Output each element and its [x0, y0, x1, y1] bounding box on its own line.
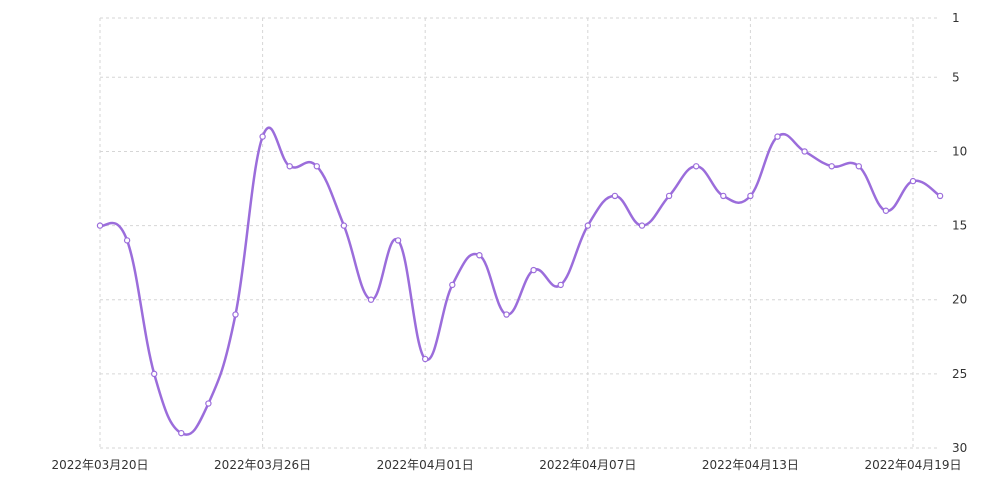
data-point[interactable] [801, 148, 808, 155]
data-point[interactable] [638, 222, 646, 229]
data-point[interactable] [150, 370, 158, 378]
data-point[interactable] [720, 192, 727, 200]
series-line [98, 126, 942, 436]
data-point[interactable] [232, 311, 239, 318]
y-tick-label: 5 [952, 70, 960, 84]
data-point[interactable] [747, 192, 754, 200]
grid [99, 17, 940, 449]
data-point[interactable] [449, 281, 456, 289]
x-tick-label: 2022年04月01日 [377, 458, 474, 472]
data-point[interactable] [584, 222, 592, 229]
data-point[interactable] [394, 237, 402, 244]
y-tick-label: 10 [952, 144, 967, 158]
data-point[interactable] [855, 163, 863, 170]
data-point[interactable] [611, 192, 619, 200]
data-point[interactable] [828, 163, 835, 170]
x-tick-label: 2022年03月26日 [214, 458, 311, 472]
x-axis: 2022年03月20日 2022年03月26日 2022年04月01日 2022年04… [51, 458, 961, 472]
data-point[interactable] [665, 192, 673, 200]
data-point[interactable] [530, 266, 537, 274]
y-tick-label: 15 [952, 219, 967, 233]
data-point[interactable] [557, 281, 564, 289]
y-tick-label: 25 [952, 367, 967, 381]
data-point[interactable] [693, 163, 700, 170]
data-point[interactable] [123, 237, 131, 244]
x-tick-label: 2022年04月07日 [539, 458, 636, 472]
data-point[interactable] [909, 177, 917, 185]
data-point[interactable] [178, 429, 185, 437]
data-point[interactable] [205, 400, 212, 407]
x-tick-label: 2022年03月20日 [51, 458, 148, 472]
data-point[interactable] [503, 311, 510, 318]
data-point[interactable] [96, 222, 104, 229]
data-point[interactable] [476, 252, 483, 259]
data-point[interactable] [882, 207, 890, 214]
data-point[interactable] [422, 355, 429, 363]
series-layer [98, 126, 942, 436]
data-points [96, 133, 944, 437]
data-point[interactable] [774, 133, 781, 140]
x-tick-label: 2022年04月13日 [702, 458, 799, 472]
y-tick-label: 30 [952, 441, 967, 455]
x-tick-label: 2022年04月19日 [864, 458, 961, 472]
data-point[interactable] [259, 133, 266, 140]
data-point[interactable] [340, 222, 348, 229]
data-point[interactable] [367, 296, 375, 303]
y-tick-label: 20 [952, 293, 967, 307]
data-point[interactable] [313, 163, 320, 170]
data-point[interactable] [936, 192, 944, 200]
y-tick-label: 1 [952, 11, 960, 25]
data-point[interactable] [286, 163, 293, 170]
